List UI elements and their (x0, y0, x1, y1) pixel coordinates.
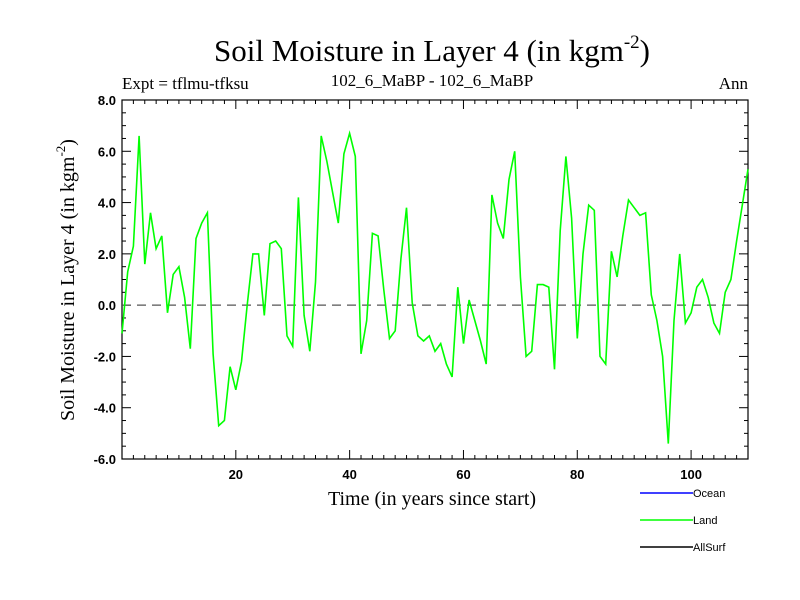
y-axis-label: Soil Moisture in Layer 4 (in kgm-2) (53, 139, 79, 421)
x-tick-label: 20 (229, 467, 243, 482)
legend-label-allsurf: AllSurf (693, 542, 726, 554)
plot-frame (121, 99, 749, 460)
y-tick-label: -4.0 (94, 401, 116, 416)
y-tick-label: -6.0 (94, 452, 116, 467)
subtitle-expt: Expt = tflmu-tfksu (122, 74, 249, 93)
x-tick-label: 80 (570, 467, 584, 482)
legend-label-ocean: Ocean (693, 488, 725, 500)
y-tick-label: 2.0 (98, 247, 116, 262)
x-tick-label: 60 (456, 467, 470, 482)
plot-area: 20 40 60 80 100 -6.0 -4.0 -2.0 0.0 2.0 4.0 6.0 8.0 (94, 93, 749, 482)
x-tick-label: 40 (342, 467, 356, 482)
subtitle-period: 102_6_MaBP - 102_6_MaBP (331, 71, 533, 90)
y-tick-label: -2.0 (94, 349, 116, 364)
x-tick-label: 100 (680, 467, 702, 482)
y-tick-label: 0.0 (98, 298, 116, 313)
legend: Ocean Land AllSurf (640, 488, 726, 554)
y-tick-label: 8.0 (98, 93, 116, 108)
chart-title: Soil Moisture in Layer 4 (in kgm-2) (214, 32, 650, 68)
series-line-land (121, 130, 749, 444)
subtitle-season: Ann (719, 74, 749, 93)
legend-label-land: Land (693, 515, 717, 527)
y-tick-label: 6.0 (98, 144, 116, 159)
y-tick-label: 4.0 (98, 196, 116, 211)
x-axis-label: Time (in years since start) (328, 488, 536, 510)
